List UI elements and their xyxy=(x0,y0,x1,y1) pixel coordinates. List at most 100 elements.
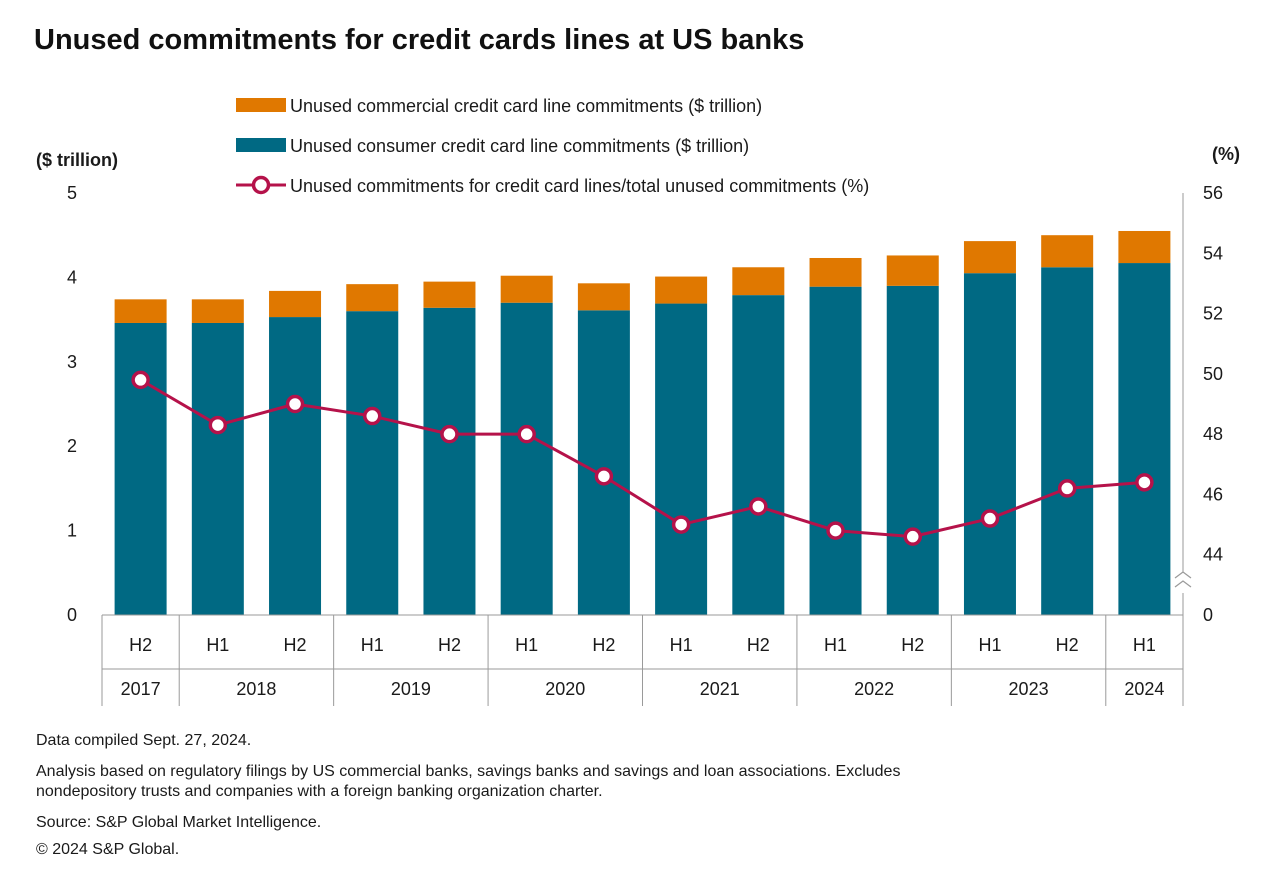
bar-consumer xyxy=(114,322,167,615)
x-year-label: 2021 xyxy=(700,679,740,699)
ratio-line xyxy=(131,370,1154,546)
x-year-label: 2020 xyxy=(545,679,585,699)
x-year-label: 2017 xyxy=(121,679,161,699)
ratio-point xyxy=(903,527,922,546)
bar-commercial xyxy=(963,241,1016,274)
ratio-point xyxy=(594,467,614,486)
bar-commercial xyxy=(809,257,862,287)
x-year-label: 2018 xyxy=(236,679,276,699)
ratio-point xyxy=(980,509,1000,528)
ratio-point xyxy=(671,515,691,534)
ratio-point xyxy=(208,415,228,435)
bar-consumer xyxy=(732,295,785,615)
bar-consumer xyxy=(269,317,322,615)
bar-consumer xyxy=(191,322,244,615)
ratio-point xyxy=(440,424,459,444)
bar-consumer xyxy=(809,286,862,615)
bar-commercial xyxy=(191,299,244,323)
bar-consumer xyxy=(346,311,399,615)
bar-commercial xyxy=(114,299,167,323)
x-tick-label: H2 xyxy=(747,635,770,655)
bar-consumer xyxy=(577,310,630,615)
y-left-tick-label: 3 xyxy=(67,352,77,372)
footer-analysis-note-1: Analysis based on regulatory filings by … xyxy=(36,763,901,780)
bar-commercial xyxy=(1118,230,1171,264)
chart-title: Unused commitments for credit cards line… xyxy=(34,24,805,56)
bar-commercial xyxy=(500,275,553,303)
x-year-label: 2024 xyxy=(1124,679,1164,699)
bar-consumer xyxy=(500,302,553,615)
x-tick-label: H2 xyxy=(901,635,924,655)
ratio-point xyxy=(1135,473,1154,492)
x-year-label: 2022 xyxy=(854,679,894,699)
bar-commercial xyxy=(577,283,630,311)
legend: Unused commercial credit card line commi… xyxy=(236,96,869,196)
ratio-point xyxy=(285,394,305,414)
footer-source: Source: S&P Global Market Intelligence. xyxy=(36,814,322,831)
y-right-tick-label: 44 xyxy=(1203,545,1223,565)
y-left-tick-label: 5 xyxy=(67,183,77,203)
bar-consumer xyxy=(1118,263,1171,615)
bar-commercial xyxy=(1041,235,1094,268)
axis-break-mark xyxy=(1174,571,1192,579)
y-right-tick-label: 54 xyxy=(1203,243,1223,263)
bar-commercial xyxy=(655,276,708,304)
legend-marker-ratio xyxy=(251,175,271,195)
x-tick-label: H2 xyxy=(129,635,152,655)
ratio-point xyxy=(826,521,845,540)
bar-consumer xyxy=(963,273,1016,615)
y-right-tick-label: 0 xyxy=(1203,605,1213,625)
x-tick-label: H1 xyxy=(824,635,847,655)
chart: Unused commercial credit card line commi… xyxy=(36,96,1240,706)
x-tick-label: H1 xyxy=(206,635,229,655)
x-tick-label: H1 xyxy=(978,635,1001,655)
y-right-axis: 0 44 46 48 50 52 54 56 xyxy=(1174,183,1223,625)
legend-label: Unused commercial credit card line commi… xyxy=(290,96,762,116)
y-left-tick-label: 4 xyxy=(67,267,77,287)
x-tick-label: H1 xyxy=(1133,635,1156,655)
y-right-tick-label: 46 xyxy=(1203,484,1223,504)
ratio-point xyxy=(749,497,768,516)
x-tick-label: H1 xyxy=(361,635,384,655)
footer-analysis-note-2: nondepository trusts and companies with … xyxy=(36,783,603,800)
y-right-tick-label: 50 xyxy=(1203,364,1223,384)
legend-swatch xyxy=(236,98,286,112)
y-left-tick-label: 2 xyxy=(67,436,77,456)
y-left-axis: 0 1 2 3 4 5 xyxy=(67,183,77,625)
y-left-tick-label: 0 xyxy=(67,605,77,625)
footer-data-compiled: Data compiled Sept. 27, 2024. xyxy=(36,732,252,749)
bar-commercial xyxy=(732,267,785,296)
axis-break-mark xyxy=(1174,580,1192,588)
y-right-tick-label: 48 xyxy=(1203,424,1223,444)
x-tick-label: H1 xyxy=(515,635,538,655)
bar-consumer xyxy=(886,285,939,615)
y-left-axis-label: ($ trillion) xyxy=(36,150,118,170)
ratio-point xyxy=(1057,479,1077,498)
x-year-label: 2023 xyxy=(1009,679,1049,699)
ratio-point xyxy=(363,406,382,426)
footer-copyright: © 2024 S&P Global. xyxy=(36,841,180,858)
ratio-point xyxy=(131,370,150,390)
y-right-tick-label: 52 xyxy=(1203,304,1223,324)
ratio-line-path xyxy=(139,378,1145,539)
bars xyxy=(114,230,1171,615)
bar-commercial xyxy=(423,281,476,308)
y-right-axis-label: (%) xyxy=(1212,144,1240,164)
x-tick-label: H2 xyxy=(1056,635,1079,655)
x-tick-label: H2 xyxy=(284,635,307,655)
bar-consumer xyxy=(423,307,476,615)
y-left-tick-label: 1 xyxy=(67,521,77,541)
x-axis: H2 H1 H2 H1 H2 H1 H2 H1 H2 H1 H2 H1 H2 H1 2017 2018 2019… xyxy=(101,614,1184,706)
legend-label: Unused commitments for credit card lines… xyxy=(290,176,869,196)
ratio-point xyxy=(517,424,536,444)
legend-label: Unused consumer credit card line commitm… xyxy=(290,136,749,156)
x-tick-label: H2 xyxy=(438,635,461,655)
bar-commercial xyxy=(269,290,322,318)
x-year-label: 2019 xyxy=(391,679,431,699)
x-tick-label: H2 xyxy=(592,635,615,655)
legend-swatch xyxy=(236,138,286,152)
bar-consumer xyxy=(655,303,708,615)
bar-consumer xyxy=(1041,267,1094,615)
bar-commercial xyxy=(886,255,939,286)
y-right-tick-label: 56 xyxy=(1203,183,1223,203)
